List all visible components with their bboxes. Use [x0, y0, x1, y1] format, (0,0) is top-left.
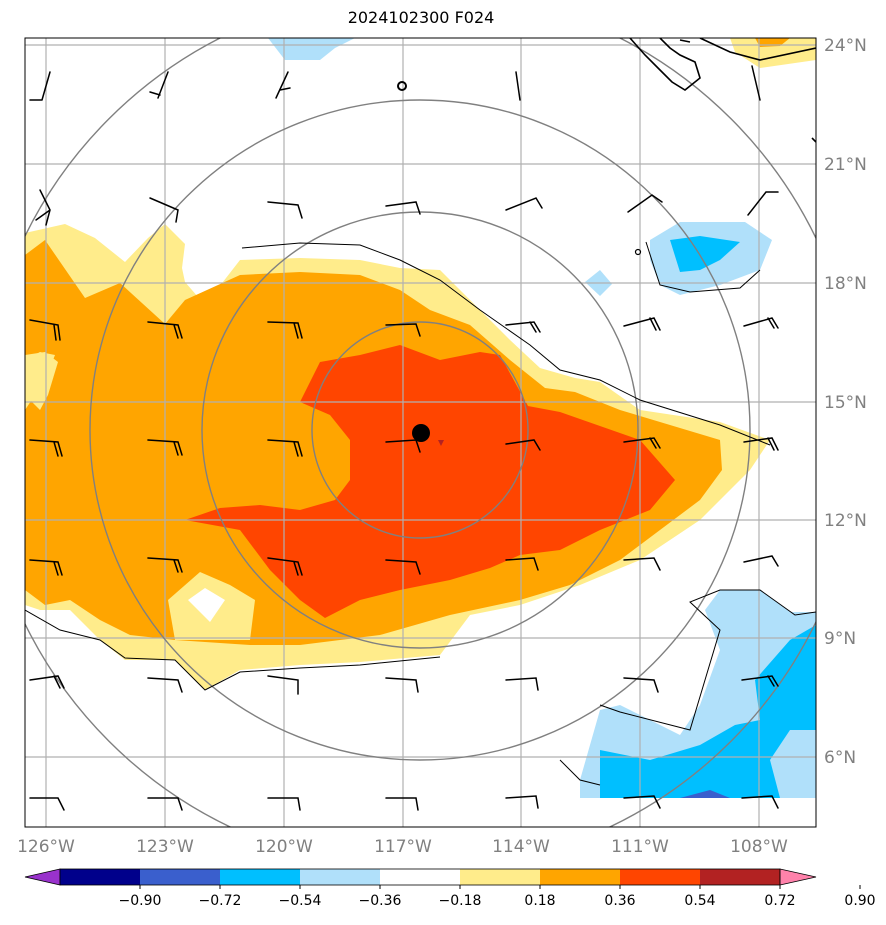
lon-label-108w: 108°W	[730, 837, 788, 857]
wind-barbs	[29, 65, 779, 811]
range-ring-3	[89, 99, 751, 761]
lon-label-126w: 126°W	[17, 837, 75, 857]
lat-label-18n: 18°N	[824, 274, 867, 294]
lat-label-9n: 9°N	[824, 629, 856, 649]
contour-fill-neg-top	[268, 38, 355, 60]
colorbar-tick-label: −0.36	[359, 893, 402, 909]
contour-line-east18	[645, 241, 761, 293]
colorbar-tick-label: 0.18	[524, 893, 555, 909]
lat-label-12n: 12°N	[824, 511, 867, 531]
small-marker	[438, 440, 444, 446]
colorbar-swatch	[620, 869, 701, 885]
colorbar-swatch	[460, 869, 541, 885]
lat-label-15n: 15°N	[824, 393, 867, 413]
colorbar-swatch	[700, 869, 781, 885]
colorbar-swatch	[60, 869, 141, 885]
lon-label-114w: 114°W	[492, 837, 550, 857]
coastlines	[25, 38, 816, 786]
colorbar-swatch	[300, 869, 381, 885]
colorbar-tick-label: −0.18	[439, 893, 482, 909]
colorbar-tick-label: 0.36	[604, 893, 635, 909]
colorbar-extend-low	[24, 868, 61, 886]
colorbar-tick-label: 0.72	[764, 893, 795, 909]
island-small-east	[634, 248, 642, 256]
colorbar-swatch	[140, 869, 221, 885]
colorbar-swatch	[220, 869, 301, 885]
lat-label-6n: 6°N	[824, 748, 856, 768]
contour-fill-neg-southeast-deep	[680, 790, 730, 798]
lon-label-117w: 117°W	[374, 837, 432, 857]
contour-line-north	[241, 242, 771, 446]
colorbar: −0.90 −0.72 −0.54 −0.36 −0.18 0.18 0.36 0.54 0.7…	[24, 868, 876, 909]
colorbar-swatch	[380, 869, 461, 885]
island-east-21n	[811, 137, 816, 143]
contour-line-south	[25, 609, 441, 691]
lat-label-21n: 21°N	[824, 155, 867, 175]
contour-fill-0.54	[185, 345, 675, 618]
lat-label-24n: 24°N	[824, 36, 867, 56]
contour-hole-southwest-inner	[188, 588, 225, 622]
shaded-field	[25, 38, 816, 798]
lon-label-123w: 123°W	[136, 837, 194, 857]
lon-label-120w: 120°W	[255, 837, 313, 857]
coastline-baja	[629, 38, 816, 91]
colorbar-swatch	[540, 869, 621, 885]
lon-label-111w: 111°W	[611, 837, 669, 857]
colorbar-tick-label: 0.54	[684, 893, 715, 909]
island-socorro	[397, 81, 407, 91]
contour-hole-west	[25, 352, 58, 410]
contour-fill-neg-southeast-core	[600, 625, 816, 798]
gridlines	[25, 38, 816, 827]
contour-line-southeast	[559, 589, 816, 786]
contour-fill-neg-east18-core	[670, 236, 740, 272]
colorbar-tick-label: −0.72	[199, 893, 242, 909]
colorbar-tick-label: −0.90	[119, 893, 162, 909]
map-title: 2024102300 F024	[347, 8, 495, 27]
longitude-axis: 126°W 123°W 120°W 117°W 114°W 111°W 108°…	[17, 837, 788, 857]
colorbar-tick-label: 0.90	[844, 893, 875, 909]
colorbar-tick-label: −0.54	[279, 893, 322, 909]
storm-center-marker	[412, 424, 430, 442]
map-frame	[24, 37, 817, 828]
range-ring-1	[311, 321, 529, 539]
colorbar-frame	[59, 868, 781, 886]
colorbar-extend-high	[779, 868, 817, 886]
latitude-axis: 24°N 21°N 18°N 15°N 12°N 9°N 6°N	[824, 36, 867, 768]
